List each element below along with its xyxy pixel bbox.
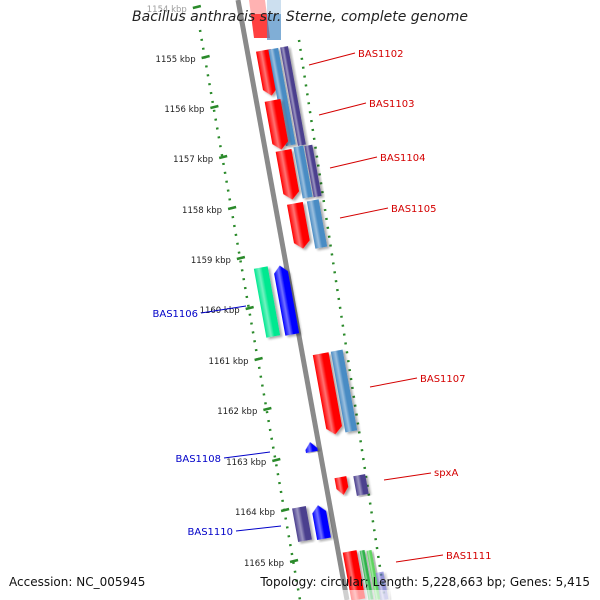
gene-labels: BAS1102 BAS1103 BAS1104 BAS1105 BAS1107 spxA B… — [153, 49, 492, 563]
feature-bas1104 — [275, 148, 300, 200]
tick-label: 1163 kbp — [226, 458, 266, 468]
tick-mark — [218, 154, 228, 160]
gene-label-bas1111[interactable]: BAS1111 — [446, 551, 492, 562]
feature-bas1107-track-a — [330, 349, 358, 433]
tick-mark — [254, 356, 263, 362]
feature-bas1111-track-d — [359, 549, 374, 600]
tick-label: 1159 kbp — [191, 256, 231, 266]
feature-bas1107 — [312, 352, 342, 435]
gene-label-bas1104[interactable]: BAS1104 — [380, 153, 426, 164]
leader-line-bas1111 — [395, 554, 444, 563]
feature-bas1111-track-d2 — [366, 549, 381, 600]
gene-label-bas1102[interactable]: BAS1102 — [358, 49, 404, 60]
gene-label-bas1110[interactable]: BAS1110 — [188, 527, 234, 538]
leader-line-bas1107 — [369, 377, 418, 388]
feature-bas1105 — [287, 201, 310, 249]
feature-bas1102-track-a — [268, 47, 296, 147]
tick-label: 1164 kbp — [235, 508, 275, 518]
tick-label: 1154 kbp — [147, 5, 187, 15]
leader-line-bas1104 — [329, 156, 378, 169]
tick-label: 1155 kbp — [156, 55, 196, 65]
tick-mark — [201, 54, 210, 60]
tick-label: 1158 kbp — [182, 206, 222, 216]
tick-mark — [289, 558, 299, 564]
accession-label: Accession: NC_005945 — [9, 575, 146, 589]
feature-bas1110 — [312, 505, 331, 540]
feature-bas1108 — [305, 442, 318, 453]
left-dotted-track — [198, 29, 302, 600]
leader-line-bas1106 — [200, 305, 247, 314]
leader-line-bas1102 — [308, 52, 356, 66]
gene-label-spxa[interactable]: spxA — [434, 468, 458, 479]
gene-label-bas1105[interactable]: BAS1105 — [391, 204, 437, 215]
feature-bas1103 — [264, 98, 289, 150]
bottom-fade — [330, 590, 390, 600]
tick-mark — [210, 104, 219, 110]
gene-label-bas1106[interactable]: BAS1106 — [153, 309, 199, 320]
tick-mark — [272, 457, 281, 463]
tick-label: 1157 kbp — [173, 155, 213, 165]
topology-label: Topology: circular; Length: 5,228,663 bp… — [260, 575, 590, 589]
leader-line-bas1108 — [223, 451, 271, 459]
feature-bas1106 — [274, 265, 300, 336]
feature-bas1102-track-b — [280, 46, 306, 146]
gene-label-bas1108[interactable]: BAS1108 — [176, 454, 222, 465]
map-title: Bacillus anthracis str. Sterne, complete… — [132, 9, 468, 25]
feature-bas1104-track-a — [293, 145, 313, 199]
tick-mark — [236, 255, 246, 261]
tick-track — [198, 29, 387, 600]
feature-bas1111 — [342, 550, 366, 600]
gene-features — [253, 46, 389, 600]
leader-line-bas1105 — [339, 207, 389, 219]
feature-spxa-track-b — [353, 474, 369, 496]
feature-spxa — [334, 476, 349, 495]
tick-label: 1160 kbp — [200, 306, 240, 316]
tick-mark — [227, 205, 237, 211]
tick-mark — [263, 406, 272, 412]
tick-label: 1161 kbp — [209, 357, 249, 367]
leader-line-bas1110 — [235, 525, 282, 532]
tick-labels: 1154 kbp 1155 kbp 1156 kbp 1157 kbp 1158 kbp… — [147, 4, 299, 569]
feature-bas1106-track-c — [253, 266, 281, 338]
feature-bas1105-track-a — [306, 199, 328, 249]
tick-label: 1165 kbp — [244, 559, 284, 569]
right-dotted-track — [297, 39, 387, 600]
tick-label: 1162 kbp — [217, 407, 257, 417]
leader-line-bas1103 — [318, 102, 367, 116]
tick-mark — [245, 305, 254, 311]
gene-label-bas1107[interactable]: BAS1107 — [420, 374, 466, 385]
tick-label: 1156 kbp — [164, 105, 204, 115]
tick-mark — [192, 4, 202, 10]
gene-label-bas1103[interactable]: BAS1103 — [369, 99, 415, 110]
tick-mark — [280, 507, 290, 513]
feature-bas1104-track-b — [304, 144, 322, 198]
feature-bas1110-track-b — [292, 506, 312, 542]
leader-line-spxa — [383, 472, 432, 481]
